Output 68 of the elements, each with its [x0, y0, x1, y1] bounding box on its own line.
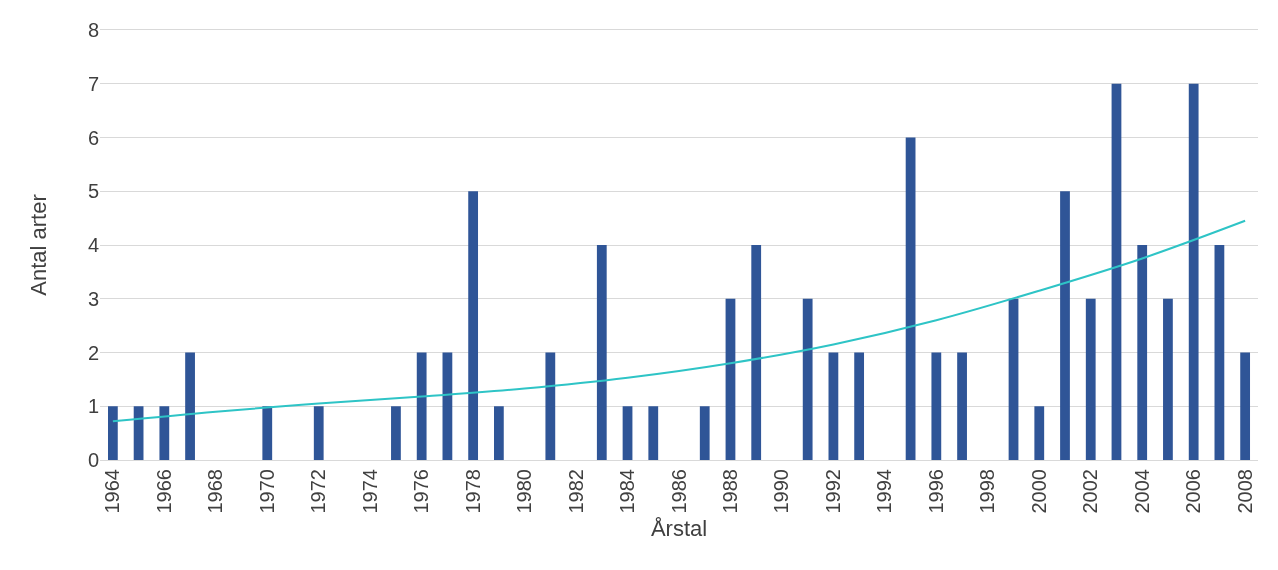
bar — [1111, 83, 1122, 460]
bar — [622, 406, 633, 460]
bar — [1240, 352, 1251, 460]
x-tick-label: 2002 — [1079, 469, 1102, 514]
bar — [442, 352, 453, 460]
x-tick-label: 2004 — [1130, 469, 1153, 514]
bar — [648, 406, 659, 460]
bar — [802, 298, 813, 460]
x-tick-label: 2006 — [1182, 469, 1205, 514]
x-tick-label: 1984 — [616, 469, 639, 514]
x-axis-title: Årstal — [650, 516, 708, 541]
x-tick-label: 1980 — [513, 469, 536, 514]
bar — [1008, 298, 1019, 460]
y-tick-label: 3 — [87, 287, 99, 310]
bar — [107, 406, 118, 460]
bar — [493, 406, 504, 460]
bar — [828, 352, 839, 460]
bar — [725, 298, 736, 460]
y-tick-label: 5 — [87, 180, 99, 203]
x-tick-label: 1986 — [667, 469, 690, 514]
bar — [1163, 298, 1173, 460]
bar — [262, 406, 273, 460]
bar — [545, 352, 556, 460]
bar — [185, 352, 195, 460]
bar — [751, 245, 762, 460]
bar — [313, 406, 324, 460]
x-tick-label: 1976 — [410, 469, 433, 514]
x-tick-label: 1994 — [873, 469, 896, 514]
x-tick-label: 1988 — [718, 469, 741, 514]
y-tick-label: 2 — [87, 341, 99, 364]
x-tick-label: 1972 — [307, 469, 330, 514]
bar — [468, 191, 479, 460]
x-tick-label: 1968 — [204, 469, 227, 514]
bar — [854, 352, 865, 460]
bar — [1188, 83, 1199, 460]
bar — [1085, 298, 1096, 460]
x-tick-label: 1982 — [564, 469, 587, 514]
x-tick-label: 2000 — [1027, 469, 1050, 514]
x-tick-label: 1992 — [821, 469, 844, 514]
bar — [1214, 245, 1225, 460]
bar — [416, 352, 427, 460]
bar — [1060, 191, 1070, 460]
y-tick-label: 8 — [87, 19, 99, 41]
y-tick-label: 0 — [87, 449, 99, 471]
line-series — [111, 219, 1247, 423]
y-tick-label: 6 — [87, 126, 99, 149]
bar — [957, 352, 967, 460]
bar — [931, 352, 942, 460]
x-tick-label: 2008 — [1233, 469, 1256, 514]
x-tick-label: 1998 — [976, 469, 999, 514]
y-tick-label: 7 — [87, 72, 99, 95]
x-tick-label: 1974 — [358, 469, 381, 514]
x-tick-label: 1978 — [461, 469, 484, 514]
bar — [699, 406, 710, 460]
bar — [1137, 245, 1148, 460]
y-tick-label: 4 — [87, 234, 99, 256]
bar — [391, 406, 401, 460]
x-tick-label: 1966 — [152, 469, 175, 514]
y-tick-label: 1 — [87, 395, 99, 418]
bar — [596, 245, 607, 460]
bar — [1034, 406, 1045, 460]
bar — [159, 406, 170, 460]
y-axis-title: Antal arter — [26, 194, 51, 296]
bar — [905, 137, 916, 460]
x-tick-label: 1990 — [770, 469, 793, 514]
x-tick-label: 1970 — [255, 469, 278, 514]
x-tick-label: 1964 — [101, 469, 124, 514]
x-tick-label: 1996 — [924, 469, 947, 514]
